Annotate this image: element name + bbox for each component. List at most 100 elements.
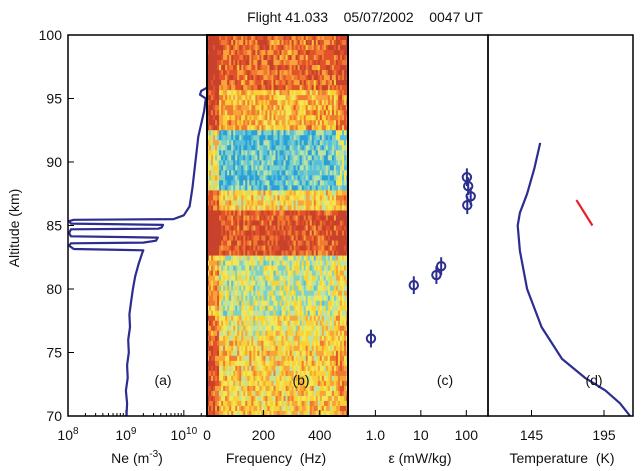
heatmap-cell bbox=[231, 55, 234, 61]
heatmap-cell bbox=[221, 240, 224, 246]
heatmap-cell bbox=[271, 255, 274, 261]
heatmap-cell bbox=[251, 200, 254, 206]
heatmap-cell bbox=[211, 85, 214, 91]
heatmap-cell bbox=[267, 350, 270, 357]
heatmap-cell bbox=[311, 245, 315, 251]
heatmap-cell bbox=[221, 130, 224, 136]
heatmap-cell bbox=[247, 345, 250, 352]
heatmap-cell bbox=[223, 155, 226, 161]
heatmap-cell bbox=[341, 125, 345, 131]
heatmap-cell bbox=[253, 195, 256, 201]
heatmap-cell bbox=[273, 45, 276, 51]
heatmap-cell bbox=[241, 235, 244, 241]
heatmap-cell bbox=[293, 300, 297, 307]
heatmap-cell bbox=[291, 280, 295, 287]
heatmap-cell bbox=[261, 205, 264, 211]
heatmap-cell bbox=[305, 220, 309, 226]
heatmap-cell bbox=[319, 290, 323, 297]
heatmap-cell bbox=[265, 185, 268, 191]
heatmap-cell bbox=[241, 245, 244, 251]
heatmap-cell bbox=[233, 205, 236, 211]
heatmap-cell bbox=[211, 330, 214, 337]
heatmap-cell bbox=[251, 205, 254, 211]
heatmap-cell bbox=[257, 85, 260, 91]
heatmap-cell bbox=[317, 85, 321, 91]
heatmap-cell bbox=[343, 120, 347, 126]
heatmap-cell bbox=[303, 140, 307, 146]
heatmap-cell bbox=[271, 320, 274, 327]
heatmap-cell bbox=[335, 350, 339, 357]
heatmap-cell bbox=[299, 200, 303, 206]
heatmap-cell bbox=[263, 355, 266, 362]
heatmap-cell bbox=[275, 95, 278, 101]
heatmap-cell bbox=[301, 60, 305, 66]
heatmap-cell bbox=[283, 120, 286, 126]
heatmap-cell bbox=[239, 80, 242, 86]
heatmap-cell bbox=[323, 320, 327, 327]
heatmap-cell bbox=[261, 180, 264, 186]
heatmap-cell bbox=[233, 305, 236, 312]
heatmap-cell bbox=[263, 335, 266, 342]
heatmap-cell bbox=[333, 275, 337, 282]
heatmap-cell bbox=[297, 75, 301, 81]
heatmap-cell bbox=[337, 85, 341, 91]
heatmap-cell bbox=[267, 85, 270, 91]
heatmap-cell bbox=[271, 105, 274, 111]
heatmap-cell bbox=[233, 175, 236, 181]
heatmap-cell bbox=[317, 130, 321, 136]
heatmap-cell bbox=[333, 350, 337, 357]
heatmap-cell bbox=[251, 375, 254, 382]
heatmap-cell bbox=[223, 380, 226, 387]
heatmap-cell bbox=[317, 285, 321, 292]
heatmap-cell bbox=[239, 185, 242, 191]
heatmap-cell bbox=[309, 40, 313, 46]
heatmap-cell bbox=[229, 180, 232, 186]
heatmap-cell bbox=[337, 365, 341, 372]
heatmap-cell bbox=[299, 355, 303, 362]
heatmap-cell bbox=[219, 240, 222, 246]
heatmap-cell bbox=[325, 205, 329, 211]
heatmap-cell bbox=[211, 205, 214, 211]
heatmap-cell bbox=[219, 170, 222, 176]
heatmap-cell bbox=[315, 295, 319, 302]
heatmap-cell bbox=[235, 40, 238, 46]
heatmap-cell bbox=[273, 95, 276, 101]
heatmap-cell bbox=[287, 340, 290, 347]
heatmap-cell bbox=[331, 350, 335, 357]
heatmap-cell bbox=[215, 280, 218, 287]
heatmap-cell bbox=[295, 220, 299, 226]
heatmap-cell bbox=[339, 300, 343, 307]
heatmap-cell bbox=[277, 190, 280, 196]
heatmap-cell bbox=[331, 225, 335, 231]
heatmap-cell bbox=[279, 105, 282, 111]
heatmap-cell bbox=[249, 260, 252, 266]
heatmap-cell bbox=[243, 365, 246, 372]
heatmap-cell bbox=[293, 255, 297, 261]
heatmap-cell bbox=[211, 290, 214, 297]
heatmap-cell bbox=[241, 105, 244, 111]
heatmap-cell bbox=[213, 185, 216, 191]
heatmap-cell bbox=[213, 140, 216, 146]
heatmap-cell bbox=[277, 180, 280, 186]
heatmap-cell bbox=[223, 355, 226, 362]
heatmap-cell bbox=[289, 265, 292, 272]
heatmap-cell bbox=[311, 240, 315, 246]
heatmap-cell bbox=[255, 120, 258, 126]
heatmap-cell bbox=[267, 310, 270, 317]
heatmap-cell bbox=[329, 80, 333, 86]
heatmap-cell bbox=[299, 215, 303, 221]
heatmap-cell bbox=[271, 335, 274, 342]
heatmap-cell bbox=[245, 190, 248, 196]
heatmap-cell bbox=[343, 115, 347, 121]
heatmap-cell bbox=[225, 50, 228, 56]
heatmap-cell bbox=[331, 245, 335, 251]
heatmap-cell bbox=[295, 100, 299, 106]
heatmap-cell bbox=[293, 335, 297, 342]
heatmap-cell bbox=[339, 245, 343, 251]
heatmap-cell bbox=[285, 50, 288, 56]
heatmap-cell bbox=[269, 315, 272, 322]
heatmap-cell bbox=[283, 180, 286, 186]
heatmap-cell bbox=[259, 145, 262, 151]
heatmap-cell bbox=[219, 250, 222, 256]
heatmap-cell bbox=[235, 205, 238, 211]
